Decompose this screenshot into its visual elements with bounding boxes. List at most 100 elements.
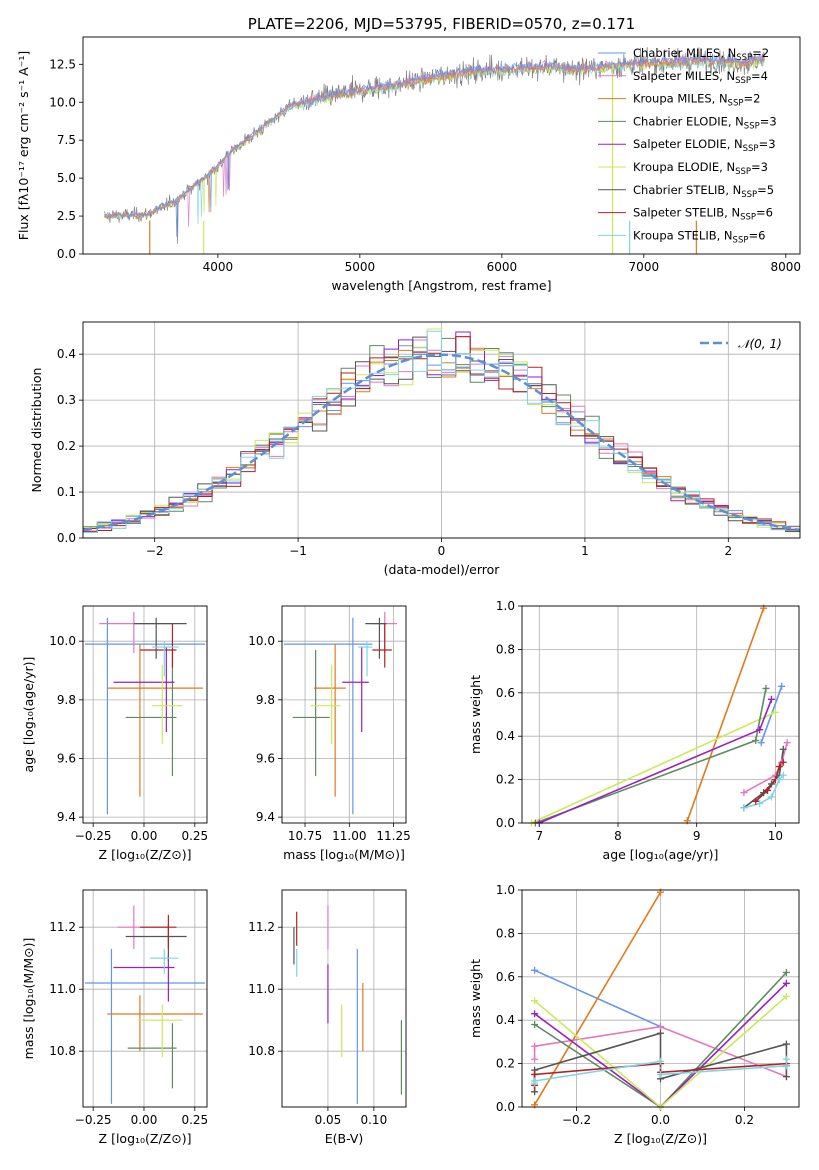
weight-marker bbox=[775, 776, 783, 784]
y-tick-label: 1.0 bbox=[496, 883, 515, 897]
weight-marker bbox=[657, 1029, 664, 1037]
x-tick-label: −2 bbox=[146, 544, 164, 558]
y-tick-label: 10.0 bbox=[248, 634, 275, 648]
weight-marker bbox=[531, 1070, 539, 1078]
y-tick-label: 1.0 bbox=[496, 599, 515, 613]
y-tick-label: 10.0 bbox=[49, 634, 76, 648]
weight-marker bbox=[762, 684, 770, 692]
x-axis-label: E(B-V) bbox=[325, 1131, 364, 1146]
y-axis-label: age [log₁₀(age/yr)] bbox=[21, 657, 36, 773]
axes-frame bbox=[281, 605, 407, 824]
x-axis-label: mass [log₁₀(M/M⊙)] bbox=[283, 847, 405, 862]
y-tick-label: 0.1 bbox=[57, 485, 76, 499]
weight-marker bbox=[782, 968, 790, 976]
axes-frame bbox=[82, 605, 208, 824]
y-tick-label: 9.8 bbox=[256, 693, 275, 707]
x-axis-label: Z [log₁₀(Z/Z⊙)] bbox=[614, 1131, 707, 1146]
y-tick-label: 11.2 bbox=[49, 920, 76, 934]
x-tick-label: 0.00 bbox=[131, 829, 158, 843]
y-tick-label: 0.0 bbox=[496, 816, 515, 830]
axes-frame bbox=[82, 36, 801, 255]
y-tick-label: 0.8 bbox=[496, 926, 515, 940]
y-tick-label: 10.0 bbox=[49, 95, 76, 109]
weight-marker bbox=[531, 1042, 539, 1050]
legend-label-sub: SSP bbox=[733, 235, 749, 245]
legend-label: Chabrier MILES, NSSP=2 bbox=[633, 46, 769, 63]
model-spectrum-line bbox=[104, 52, 765, 237]
legend-label: Chabrier STELIB, NSSP=5 bbox=[633, 183, 774, 200]
x-tick-label: 11.25 bbox=[376, 829, 410, 843]
x-tick-label: 10.75 bbox=[288, 829, 322, 843]
weight-marker bbox=[531, 997, 539, 1005]
x-tick-label: 2 bbox=[724, 544, 732, 558]
weight-marker bbox=[756, 726, 764, 734]
weight-marker bbox=[782, 1062, 790, 1070]
y-tick-label: 0.4 bbox=[57, 347, 76, 361]
panel-weight-vs-age: 7 8 9 10 0.0 0.2 0.4 0.6 0.8 1.0 age [log₁₀(age/yr… bbox=[468, 599, 800, 862]
plot-area bbox=[103, 47, 765, 254]
legend-label-text: Chabrier ELODIE, N bbox=[633, 114, 744, 128]
plot-area bbox=[83, 328, 800, 533]
legend-label-tail: =3 bbox=[751, 160, 768, 174]
y-tick-label: 9.8 bbox=[57, 693, 76, 707]
weight-marker bbox=[531, 1055, 539, 1063]
legend-label-tail: =6 bbox=[756, 206, 773, 220]
weight-marker bbox=[757, 739, 765, 747]
y-tick-label: 0.4 bbox=[496, 1013, 515, 1027]
legend-label-text: Salpeter STELIB, N bbox=[633, 206, 740, 220]
weight-marker bbox=[740, 789, 748, 797]
y-tick-label: 11.0 bbox=[248, 982, 275, 996]
legend-label-sub: SSP bbox=[740, 213, 756, 223]
legend-label: Kroupa MILES, NSSP=2 bbox=[633, 92, 760, 109]
axes-frame bbox=[82, 889, 208, 1108]
y-axis-label: Normed distribution bbox=[29, 368, 44, 493]
legend-label-text: Chabrier MILES, N bbox=[633, 46, 736, 60]
legend-label-sub: SSP bbox=[735, 76, 751, 86]
weight-marker bbox=[657, 1070, 664, 1078]
x-tick-label: 5000 bbox=[345, 260, 376, 274]
legend-label-tail: =2 bbox=[752, 46, 769, 60]
weight-line bbox=[534, 971, 787, 1107]
y-tick-label: 0.2 bbox=[496, 1057, 515, 1071]
x-tick-label: 0.00 bbox=[131, 1113, 158, 1127]
y-axis-label: mass weight bbox=[468, 675, 483, 754]
y-tick-label: 9.6 bbox=[57, 751, 76, 765]
legend-label: Salpeter STELIB, NSSP=6 bbox=[633, 206, 773, 223]
x-tick-label: 0.25 bbox=[181, 1113, 208, 1127]
weight-marker bbox=[782, 1040, 790, 1048]
panel-age-vs-Z: −0.25 0.00 0.25 9.4 9.6 9.8 10.0 Z [log₁₀(Z/Z⊙)… bbox=[21, 605, 208, 862]
axes-frame bbox=[521, 889, 800, 1108]
weight-marker bbox=[775, 763, 783, 771]
weight-marker bbox=[767, 695, 775, 703]
axes-frame bbox=[82, 321, 801, 539]
legend-label-text: Salpeter MILES, N bbox=[633, 69, 735, 83]
y-axis-label: Flux [fλ10⁻¹⁷ erg cm⁻² s⁻¹ A⁻¹] bbox=[16, 51, 31, 240]
x-tick-label: 8000 bbox=[771, 260, 802, 274]
weight-marker bbox=[782, 1073, 790, 1081]
weight-marker bbox=[657, 1057, 664, 1065]
panel-spectrum: 4000 5000 6000 7000 8000 0.0 2.5 5.0 7.5 10.0 12.5… bbox=[16, 15, 801, 293]
legend-label: Salpeter MILES, NSSP=4 bbox=[633, 69, 768, 86]
y-tick-label: 9.4 bbox=[57, 810, 76, 824]
y-tick-label: 10.8 bbox=[49, 1044, 76, 1058]
weight-marker bbox=[531, 1077, 539, 1085]
legend-label: Salpeter ELODIE, NSSP=3 bbox=[633, 137, 776, 154]
weight-marker bbox=[764, 786, 772, 794]
weight-line bbox=[534, 995, 787, 1107]
weight-marker bbox=[752, 797, 760, 805]
legend-label-sub: SSP bbox=[744, 121, 760, 131]
panel-residuals: −2 −1 0 1 2 0.0 0.1 0.2 0.3 0.4 (data-model)/error… bbox=[29, 321, 801, 577]
legend-label-tail: =3 bbox=[760, 114, 777, 128]
legend-label-tail: =4 bbox=[751, 69, 768, 83]
x-tick-label: 0 bbox=[438, 544, 446, 558]
weight-line bbox=[533, 891, 662, 1106]
y-tick-label: 2.5 bbox=[57, 209, 76, 223]
weight-marker bbox=[783, 739, 791, 747]
x-tick-label: 6000 bbox=[487, 260, 518, 274]
x-tick-label: 4000 bbox=[203, 260, 234, 274]
legend-label-tail: =3 bbox=[759, 137, 776, 151]
legend-label-tail: =5 bbox=[757, 183, 774, 197]
weight-marker bbox=[531, 1088, 539, 1096]
y-axis-label: mass [log₁₀(M/M⊙)] bbox=[21, 938, 36, 1060]
x-tick-label: 10 bbox=[768, 829, 783, 843]
